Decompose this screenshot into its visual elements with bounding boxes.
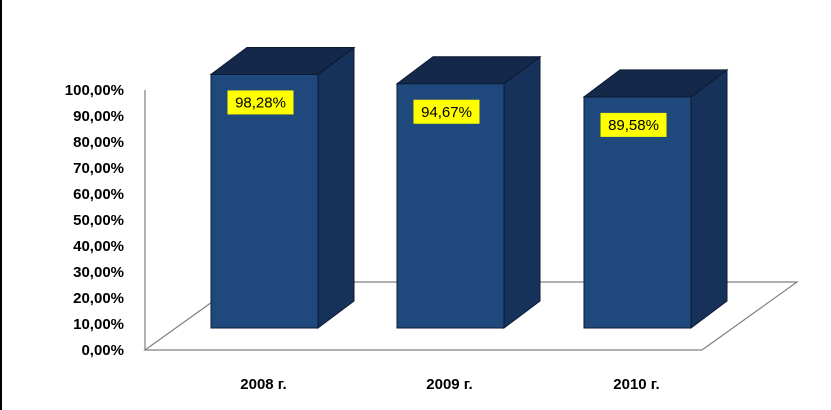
data-label-text: 89,58%	[608, 117, 659, 134]
data-label-background	[227, 90, 294, 115]
x-axis: 2008 г. 2009 г. 2010 г.	[240, 376, 659, 393]
data-label: 98,28%	[227, 90, 294, 115]
bar-side	[317, 46, 355, 329]
data-labels: 98,28% 94,67% 89,58%	[227, 90, 667, 137]
y-tick-label: 80,00%	[73, 134, 124, 151]
y-tick-label: 90,00%	[73, 108, 124, 125]
bar	[209, 46, 356, 329]
y-tick-label: 10,00%	[73, 316, 124, 333]
x-category-label: 2009 г.	[426, 376, 472, 393]
x-category-label: 2008 г.	[240, 376, 286, 393]
bar-front	[396, 83, 505, 329]
x-category-label: 2010 г.	[613, 376, 659, 393]
y-tick-label: 0,00%	[81, 342, 124, 359]
y-tick-label: 20,00%	[73, 290, 124, 307]
data-label-text: 94,67%	[421, 104, 472, 121]
y-tick-label: 60,00%	[73, 186, 124, 203]
y-tick-label: 30,00%	[73, 264, 124, 281]
data-label: 89,58%	[600, 112, 667, 137]
bar-side	[503, 55, 541, 329]
y-tick-label: 40,00%	[73, 238, 124, 255]
bar	[395, 55, 542, 329]
data-label-text: 98,28%	[235, 94, 286, 111]
bar	[582, 68, 729, 329]
data-label: 94,67%	[413, 99, 480, 124]
bar-side	[690, 68, 728, 329]
y-axis: 0,00% 10,00% 20,00% 30,00% 40,00% 50,00% 60,00…	[65, 82, 146, 359]
bar-front	[210, 73, 319, 329]
y-tick-label: 70,00%	[73, 160, 124, 177]
chart-floor-plane	[143, 281, 799, 351]
data-label-background	[413, 99, 480, 124]
y-tick-label: 100,00%	[65, 82, 124, 99]
data-label-background	[600, 112, 667, 137]
bars	[209, 46, 729, 329]
y-tick-label: 50,00%	[73, 212, 124, 229]
